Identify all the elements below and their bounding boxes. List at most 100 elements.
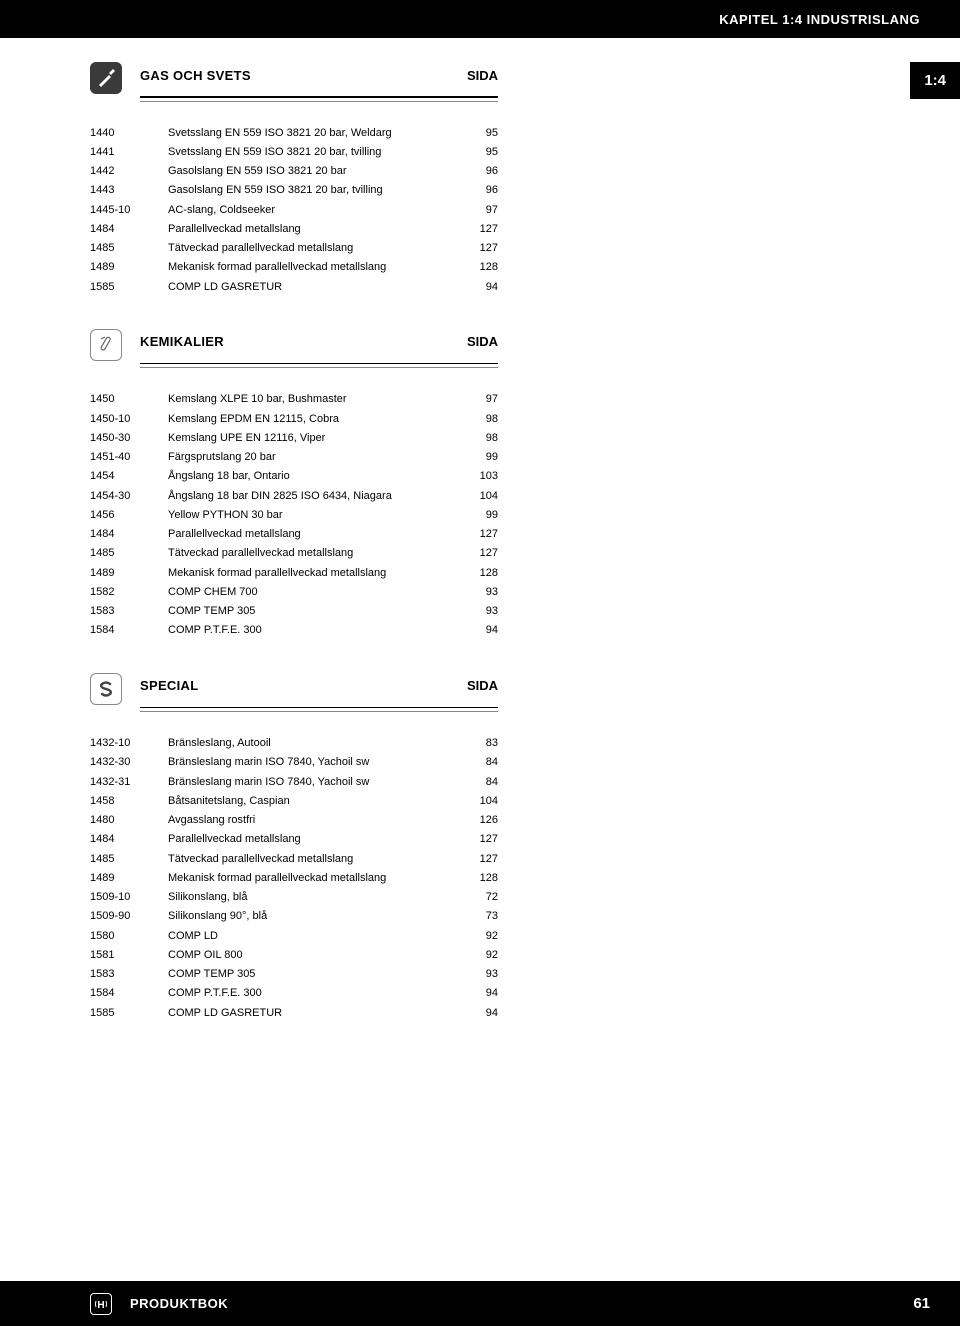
table-row: 1442Gasolslang EN 559 ISO 3821 20 bar96 xyxy=(90,162,560,181)
product-description: Gasolslang EN 559 ISO 3821 20 bar, tvill… xyxy=(168,181,468,200)
table-row: 1450-10Kemslang EPDM EN 12115, Cobra98 xyxy=(90,410,560,429)
product-description: COMP P.T.F.E. 300 xyxy=(168,621,468,640)
product-code: 1458 xyxy=(90,792,168,811)
content-area: GAS OCH SVETS SIDA 1440Svetsslang EN 559… xyxy=(0,38,560,1023)
table-row: 1454-30Ångslang 18 bar DIN 2825 ISO 6434… xyxy=(90,487,560,506)
table-row: 1585COMP LD GASRETUR94 xyxy=(90,278,560,297)
table-row: 1450Kemslang XLPE 10 bar, Bushmaster97 xyxy=(90,390,560,409)
product-code: 1484 xyxy=(90,220,168,239)
product-page: 99 xyxy=(468,448,498,467)
table-row: 1584COMP P.T.F.E. 30094 xyxy=(90,984,560,1003)
product-page: 83 xyxy=(468,734,498,753)
product-description: Parallellveckad metallslang xyxy=(168,220,468,239)
section-title: GAS OCH SVETS xyxy=(140,68,251,83)
page-number: 61 xyxy=(913,1295,930,1312)
product-description: Mekanisk formad parallellveckad metallsl… xyxy=(168,869,468,888)
table-row: 1484Parallellveckad metallslang127 xyxy=(90,525,560,544)
product-code: 1489 xyxy=(90,258,168,277)
product-page: 127 xyxy=(468,850,498,869)
table-row: 1485Tätveckad parallellveckad metallslan… xyxy=(90,850,560,869)
product-page: 99 xyxy=(468,506,498,525)
section-header: GAS OCH SVETS SIDA xyxy=(90,62,560,94)
table-row: 1480Avgasslang rostfri126 xyxy=(90,811,560,830)
table-row: 1581COMP OIL 80092 xyxy=(90,946,560,965)
section-title-row: KEMIKALIER SIDA xyxy=(140,334,498,355)
product-page: 127 xyxy=(468,830,498,849)
section-title-row: GAS OCH SVETS SIDA xyxy=(140,68,498,89)
product-code: 1582 xyxy=(90,583,168,602)
table-row: 1489Mekanisk formad parallellveckad meta… xyxy=(90,564,560,583)
product-code: 1443 xyxy=(90,181,168,200)
product-description: Svetsslang EN 559 ISO 3821 20 bar, tvill… xyxy=(168,143,468,162)
product-page: 95 xyxy=(468,143,498,162)
product-description: Silikonslang, blå xyxy=(168,888,468,907)
product-description: Tätveckad parallellveckad metallslang xyxy=(168,544,468,563)
product-description: Bränsleslang marin ISO 7840, Yachoil sw xyxy=(168,753,468,772)
product-page: 97 xyxy=(468,201,498,220)
product-description: Mekanisk formad parallellveckad metallsl… xyxy=(168,258,468,277)
product-page: 104 xyxy=(468,792,498,811)
product-code: 1484 xyxy=(90,830,168,849)
table-chem: 1450Kemslang XLPE 10 bar, Bushmaster9714… xyxy=(90,390,560,640)
product-description: COMP TEMP 305 xyxy=(168,965,468,984)
product-code: 1583 xyxy=(90,965,168,984)
product-page: 127 xyxy=(468,525,498,544)
product-description: COMP LD xyxy=(168,927,468,946)
table-row: 1485Tätveckad parallellveckad metallslan… xyxy=(90,544,560,563)
table-row: 1484Parallellveckad metallslang127 xyxy=(90,830,560,849)
product-page: 96 xyxy=(468,181,498,200)
product-description: AC-slang, Coldseeker xyxy=(168,201,468,220)
divider xyxy=(140,101,498,102)
product-code: 1583 xyxy=(90,602,168,621)
product-description: Ångslang 18 bar, Ontario xyxy=(168,467,468,486)
product-code: 1432-31 xyxy=(90,773,168,792)
product-description: Bränsleslang, Autooil xyxy=(168,734,468,753)
product-description: Svetsslang EN 559 ISO 3821 20 bar, Welda… xyxy=(168,124,468,143)
product-code: 1450 xyxy=(90,390,168,409)
product-code: 1509-90 xyxy=(90,907,168,926)
product-code: 1584 xyxy=(90,621,168,640)
product-page: 93 xyxy=(468,583,498,602)
product-code: 1451-40 xyxy=(90,448,168,467)
product-code: 1489 xyxy=(90,564,168,583)
table-row: 1580COMP LD92 xyxy=(90,927,560,946)
product-code: 1450-10 xyxy=(90,410,168,429)
product-page: 128 xyxy=(468,869,498,888)
divider xyxy=(140,363,498,365)
product-description: Bränsleslang marin ISO 7840, Yachoil sw xyxy=(168,773,468,792)
product-page: 104 xyxy=(468,487,498,506)
product-page: 94 xyxy=(468,984,498,1003)
product-description: Kemslang UPE EN 12116, Viper xyxy=(168,429,468,448)
product-code: 1581 xyxy=(90,946,168,965)
sida-label: SIDA xyxy=(467,68,498,83)
product-page: 128 xyxy=(468,258,498,277)
divider xyxy=(140,96,498,98)
product-code: 1441 xyxy=(90,143,168,162)
product-description: COMP P.T.F.E. 300 xyxy=(168,984,468,1003)
product-description: Silikonslang 90°, blå xyxy=(168,907,468,926)
product-page: 127 xyxy=(468,220,498,239)
table-row: 1441Svetsslang EN 559 ISO 3821 20 bar, t… xyxy=(90,143,560,162)
section-header: SPECIAL SIDA xyxy=(90,673,560,705)
product-page: 84 xyxy=(468,753,498,772)
product-description: Ångslang 18 bar DIN 2825 ISO 6434, Niaga… xyxy=(168,487,468,506)
product-page: 97 xyxy=(468,390,498,409)
footer-label: PRODUKTBOK xyxy=(130,1296,228,1311)
gas-torch-icon xyxy=(90,62,122,94)
product-description: COMP CHEM 700 xyxy=(168,583,468,602)
product-page: 93 xyxy=(468,602,498,621)
product-code: 1585 xyxy=(90,1004,168,1023)
product-code: 1509-10 xyxy=(90,888,168,907)
product-page: 94 xyxy=(468,621,498,640)
product-code: 1442 xyxy=(90,162,168,181)
product-page: 103 xyxy=(468,467,498,486)
table-special: 1432-10Bränsleslang, Autooil831432-30Brä… xyxy=(90,734,560,1023)
side-tab: 1:4 xyxy=(910,62,960,99)
product-description: Färgsprutslang 20 bar xyxy=(168,448,468,467)
special-s-icon xyxy=(90,673,122,705)
product-description: Tätveckad parallellveckad metallslang xyxy=(168,239,468,258)
table-row: 1432-30Bränsleslang marin ISO 7840, Yach… xyxy=(90,753,560,772)
product-code: 1454-30 xyxy=(90,487,168,506)
product-description: Gasolslang EN 559 ISO 3821 20 bar xyxy=(168,162,468,181)
table-row: 1484Parallellveckad metallslang127 xyxy=(90,220,560,239)
